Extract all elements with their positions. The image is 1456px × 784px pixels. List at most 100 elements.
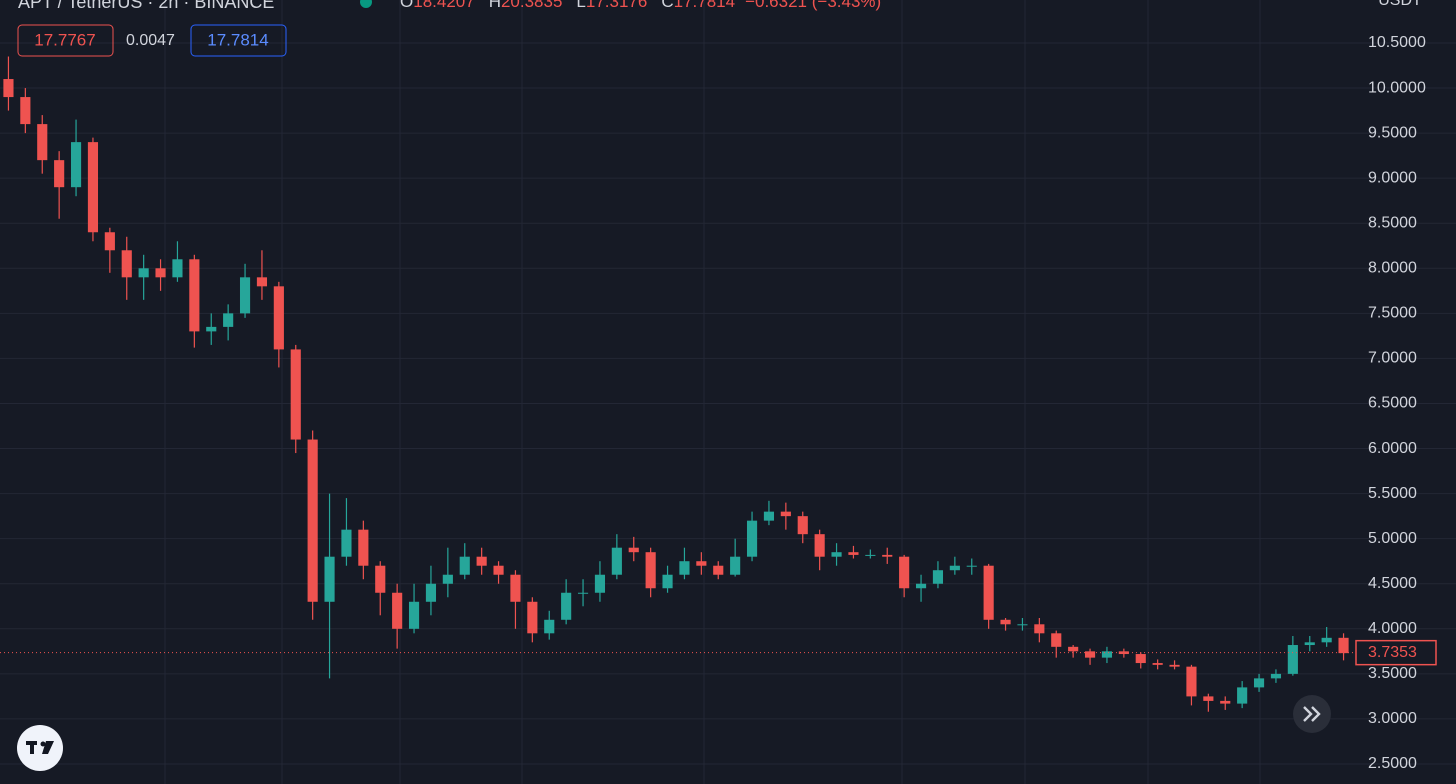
candle-body	[949, 565, 960, 571]
candle-body	[611, 547, 622, 575]
candle-body	[324, 556, 335, 602]
candle-body	[746, 520, 758, 557]
indicator-box	[17, 24, 114, 57]
y-tick-label: 10.5000	[1368, 34, 1426, 51]
scroll-to-latest-button[interactable]	[1293, 695, 1331, 733]
header: APT / TetherUS · 2h · BINANCE	[18, 0, 372, 12]
candle-body	[1287, 645, 1298, 674]
candle-body	[425, 583, 437, 602]
ohlc-key: O	[400, 0, 413, 11]
candle-body	[1253, 678, 1265, 688]
candle-body	[1101, 651, 1113, 658]
candle-body	[223, 313, 234, 327]
ohlc-value: 20.3835	[501, 0, 562, 11]
logo	[17, 725, 63, 771]
candle-body	[915, 583, 927, 589]
y-tick-label: 8.5000	[1368, 214, 1417, 231]
candle-body	[763, 511, 775, 521]
indicator-value: 17.7814	[207, 30, 268, 49]
y-tick-label: 7.5000	[1368, 305, 1417, 322]
candle-body	[1000, 619, 1011, 625]
indicator-value: 17.7767	[34, 30, 95, 49]
candle-body	[594, 574, 606, 593]
candle-body	[679, 561, 690, 575]
ohlc-value: 17.7814	[674, 0, 735, 11]
candle-body	[1034, 624, 1045, 634]
y-tick-label: 7.0000	[1368, 350, 1417, 367]
candle-body	[966, 565, 977, 567]
candle-body	[1169, 664, 1180, 667]
candle-body	[87, 142, 99, 233]
candle-body	[696, 561, 707, 566]
candle-body	[1068, 646, 1079, 652]
candle-body	[1304, 642, 1315, 646]
candle-body	[3, 79, 14, 98]
candle-body	[273, 286, 284, 350]
candle-body	[1321, 637, 1332, 643]
last-price-label: 3.7353	[1368, 644, 1417, 661]
candle-body	[239, 277, 251, 314]
candle-body	[848, 552, 859, 555]
status-dot	[360, 0, 372, 8]
candle-body	[865, 554, 876, 556]
candle-body	[814, 534, 825, 557]
candle-body	[54, 160, 65, 188]
time-grid	[164, 0, 1261, 784]
candle-body	[1152, 663, 1163, 665]
y-tick-label: 9.0000	[1368, 169, 1417, 186]
candle-body	[983, 565, 994, 620]
candle-body	[1084, 651, 1096, 658]
candle-body	[628, 547, 639, 553]
candle-body	[1186, 666, 1197, 697]
candle-body	[882, 554, 893, 557]
y-tick-label: 2.5000	[1368, 755, 1417, 772]
candle-body	[256, 277, 268, 287]
candle-body	[730, 556, 741, 575]
ohlc-value: 17.3176	[586, 0, 647, 11]
candle-body	[290, 349, 301, 440]
candle-body	[561, 592, 572, 620]
indicator-value: 0.0047	[126, 32, 175, 49]
candle-body	[831, 552, 842, 557]
ohlc-value: 18.4207	[413, 0, 474, 11]
candle-body	[459, 556, 470, 575]
candle-body	[375, 565, 386, 593]
y-tick-label: 10.0000	[1368, 79, 1426, 96]
candle-body	[37, 124, 48, 161]
candle-body	[780, 511, 791, 517]
indicator-row: 17.7767 0.0047 17.7814	[17, 24, 287, 57]
candle-body	[172, 259, 183, 278]
candle-body	[189, 259, 200, 332]
ohlc-key: C	[661, 0, 673, 11]
y-tick-label: 4.5000	[1368, 575, 1417, 592]
candle-body	[1220, 700, 1231, 704]
y-tick-label: 3.0000	[1368, 710, 1417, 727]
candle-body	[797, 516, 808, 535]
axis-unit: USDT	[1378, 0, 1422, 9]
candle-body	[70, 142, 82, 188]
candle-body	[1118, 651, 1129, 655]
y-tick-label: 5.5000	[1368, 485, 1417, 502]
candle-body	[713, 565, 724, 575]
candle-body	[1051, 633, 1062, 647]
candle-body	[476, 556, 487, 566]
candle-body	[138, 268, 149, 278]
candle-body	[577, 592, 589, 594]
y-tick-label: 3.5000	[1368, 665, 1417, 682]
candle-body	[307, 439, 318, 602]
y-tick-label: 4.0000	[1368, 620, 1417, 637]
candle-body	[392, 592, 403, 629]
candle-body	[1270, 673, 1282, 679]
y-tick-label: 5.0000	[1368, 530, 1417, 547]
candle-body	[206, 326, 217, 332]
candle-body	[358, 529, 369, 566]
candle-body	[510, 574, 521, 602]
candle-body	[408, 601, 420, 629]
candle-body	[899, 556, 910, 589]
candle-body	[155, 268, 166, 278]
candle-body	[544, 619, 555, 634]
candle-body	[662, 574, 673, 589]
